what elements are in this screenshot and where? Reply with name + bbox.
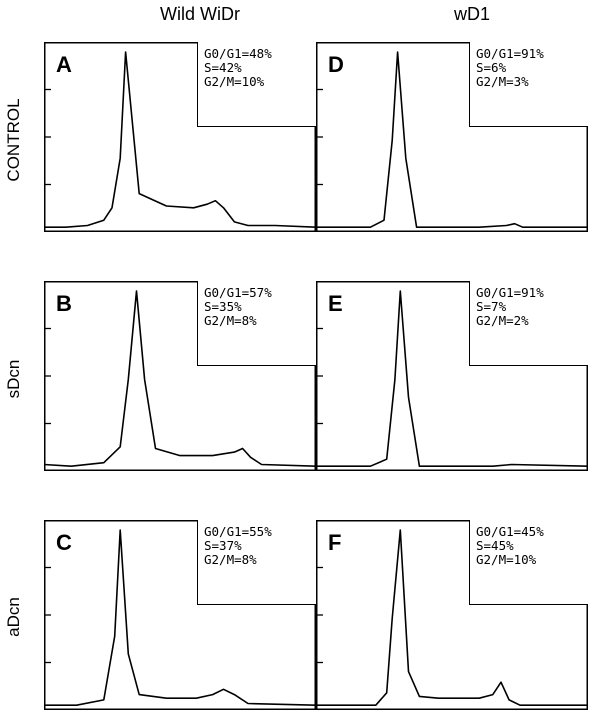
s-phase-percentage: S=42% [204,60,242,75]
dna-content-histogram-line [316,290,589,467]
panel-label: A [56,52,72,77]
cell-cycle-stats-box: G0/G1=55% S=37% G2/M=8% [197,520,316,605]
histogram-plot [44,42,317,232]
s-phase-percentage: S=7% [476,299,507,314]
histogram-panel-d: D G0/G1=91% S=6% G2/M=3% [316,42,588,232]
g0-g1-percentage: G0/G1=57% [204,285,272,300]
histogram-panel-c: C G0/G1=55% S=37% G2/M=8% [44,520,317,710]
g0-g1-percentage: G0/G1=48% [204,46,272,61]
cell-cycle-stats-box: G0/G1=57% S=35% G2/M=8% [197,281,316,366]
histogram-panel-b: B G0/G1=57% S=35% G2/M=8% [43,281,317,471]
cell-cycle-stats-box: G0/G1=91% S=7% G2/M=2% [469,281,588,366]
g2-m-percentage: G2/M=8% [204,552,257,567]
row-title-control: CONTROL [4,98,23,182]
g2-m-percentage: G2/M=3% [476,74,529,89]
dna-content-histogram-line [44,51,317,228]
histogram-plot [316,281,589,471]
histogram-plot [44,520,317,710]
dna-content-histogram-line [43,290,317,467]
panel-label: F [328,530,342,555]
panel-label: D [328,52,344,77]
cell-cycle-stats-box: G0/G1=48% S=42% G2/M=10% [197,42,316,127]
g0-g1-percentage: G0/G1=91% [476,46,544,61]
s-phase-percentage: S=45% [476,538,514,553]
histogram-panel-a: A G0/G1=48% S=42% G2/M=10% [44,42,317,232]
panel-label: E [328,291,343,316]
dna-content-histogram-line [44,529,317,706]
g0-g1-percentage: G0/G1=91% [476,285,544,300]
g2-m-percentage: G2/M=2% [476,313,529,328]
histogram-plot [316,42,588,232]
g2-m-percentage: G2/M=10% [476,552,537,567]
cell-cycle-stats-box: G0/G1=91% S=6% G2/M=3% [469,42,588,127]
s-phase-percentage: S=35% [204,299,242,314]
histogram-panel-e: E G0/G1=91% S=7% G2/M=2% [316,281,589,471]
histogram-plot [316,520,588,710]
panel-label: B [56,291,72,316]
row-title-adcn: aDcn [4,597,23,637]
g2-m-percentage: G2/M=10% [204,74,265,89]
panel-label: C [56,530,72,555]
histogram-panel-f: F G0/G1=45% S=45% G2/M=10% [316,520,588,710]
cell-cycle-stats-box: G0/G1=45% S=45% G2/M=10% [469,520,588,605]
row-title-sdcn: sDcn [4,359,23,399]
column-title-wild: Wild WiDr [160,4,240,24]
g2-m-percentage: G2/M=8% [204,313,257,328]
g0-g1-percentage: G0/G1=45% [476,524,544,539]
g0-g1-percentage: G0/G1=55% [204,524,272,539]
column-title-wd1: wD1 [453,4,490,24]
s-phase-percentage: S=37% [204,538,242,553]
dna-content-histogram-line [316,529,588,706]
dna-content-histogram-line [316,51,588,228]
histogram-plot [43,281,317,471]
s-phase-percentage: S=6% [476,60,507,75]
